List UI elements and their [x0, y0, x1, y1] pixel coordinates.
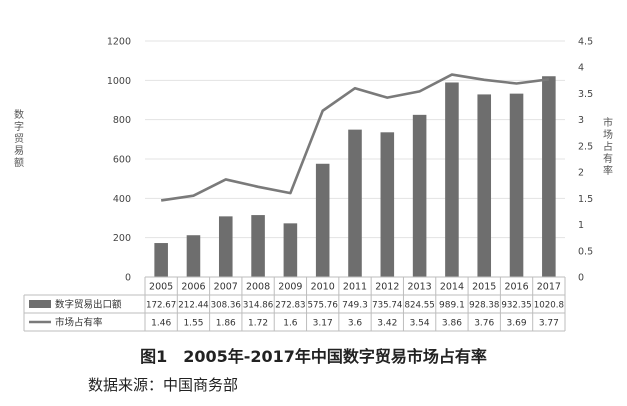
chart-svg: 02004006008001000120000.511.522.533.544.…: [23, 37, 593, 332]
x-tick-label: 2013: [408, 282, 432, 293]
legend-label: 数字贸易出口额: [55, 299, 122, 311]
data-label: 314.86: [243, 301, 274, 311]
data-label: 575.76: [308, 301, 339, 311]
bar: [251, 215, 265, 277]
data-label: 3.69: [507, 319, 527, 329]
bar: [283, 223, 298, 277]
y2-tick-label: 2.5: [578, 141, 593, 152]
bar: [380, 132, 395, 277]
bar: [412, 114, 427, 277]
bar: [542, 76, 556, 277]
x-tick-label: 2015: [472, 282, 496, 293]
data-label: 3.6: [348, 319, 363, 329]
figure-caption: 图1 2005年-2017年中国数字贸易市场占有率: [140, 347, 487, 366]
data-label: 3.77: [539, 319, 559, 329]
y2-tick-label: 4.5: [578, 37, 593, 48]
data-label: 928.38: [469, 301, 500, 311]
y2-tick-label: 0: [578, 273, 584, 284]
data-label: 1020.8: [534, 301, 565, 311]
x-tick-label: 2017: [537, 282, 561, 293]
bar: [315, 163, 330, 277]
bar: [218, 216, 233, 277]
data-label: 932.35: [501, 301, 531, 311]
data-label: 749.3: [342, 301, 368, 311]
x-tick-label: 2005: [149, 282, 173, 293]
y-tick-label: 400: [113, 194, 131, 205]
y2-tick-label: 2: [578, 168, 584, 179]
y-tick-label: 200: [113, 233, 131, 244]
y2-tick-label: 3.5: [578, 89, 593, 100]
x-tick-label: 2006: [181, 282, 205, 293]
bar: [445, 82, 459, 278]
data-label: 212.44: [178, 301, 209, 311]
data-label: 735.74: [372, 301, 403, 311]
x-tick-label: 2008: [246, 282, 270, 293]
x-tick-label: 2014: [440, 282, 464, 293]
y2-axis-label: 市场占有率: [603, 118, 613, 177]
y-tick-label: 0: [125, 273, 131, 284]
bar: [477, 94, 492, 277]
data-label: 1.86: [216, 319, 236, 329]
data-label: 272.83: [275, 301, 305, 311]
line-series-market-share: [160, 73, 550, 202]
y2-tick-label: 1.5: [578, 194, 593, 205]
y-tick-label: 800: [113, 115, 131, 126]
x-tick-label: 2011: [343, 282, 367, 293]
data-label: 1.46: [151, 319, 171, 329]
data-source: 数据来源：中国商务部: [88, 376, 239, 394]
bar: [154, 243, 168, 277]
data-label: 3.76: [474, 319, 494, 329]
y2-tick-label: 4: [578, 63, 584, 74]
x-tick-label: 2012: [375, 282, 399, 293]
y2-tick-label: 1: [578, 220, 584, 231]
legend-swatch-bar: [29, 300, 51, 308]
data-label: 1.72: [248, 319, 268, 329]
bar: [509, 93, 524, 277]
x-tick-label: 2007: [214, 282, 238, 293]
y-tick-label: 600: [113, 155, 131, 166]
x-tick-label: 2010: [311, 282, 335, 293]
data-label: 989.1: [439, 301, 465, 311]
x-tick-label: 2009: [278, 282, 302, 293]
data-label: 308.36: [211, 301, 242, 311]
y2-tick-label: 3: [578, 115, 584, 126]
x-tick-label: 2016: [504, 282, 528, 293]
data-label: 3.17: [313, 319, 333, 329]
y-tick-label: 1200: [107, 37, 131, 48]
data-label: 3.86: [442, 319, 462, 329]
bar: [348, 129, 362, 277]
data-label: 3.42: [377, 319, 397, 329]
y-tick-label: 1000: [107, 76, 131, 87]
data-label: 172.67: [146, 301, 176, 311]
y2-tick-label: 0.5: [578, 246, 593, 257]
bar: [186, 235, 201, 277]
y-axis-label: 数字贸易额: [14, 110, 24, 169]
legend-label: 市场占有率: [55, 317, 103, 329]
data-label: 1.55: [183, 319, 203, 329]
data-label: 824.55: [404, 301, 434, 311]
data-label: 3.54: [410, 319, 430, 329]
data-label: 1.6: [283, 319, 298, 329]
